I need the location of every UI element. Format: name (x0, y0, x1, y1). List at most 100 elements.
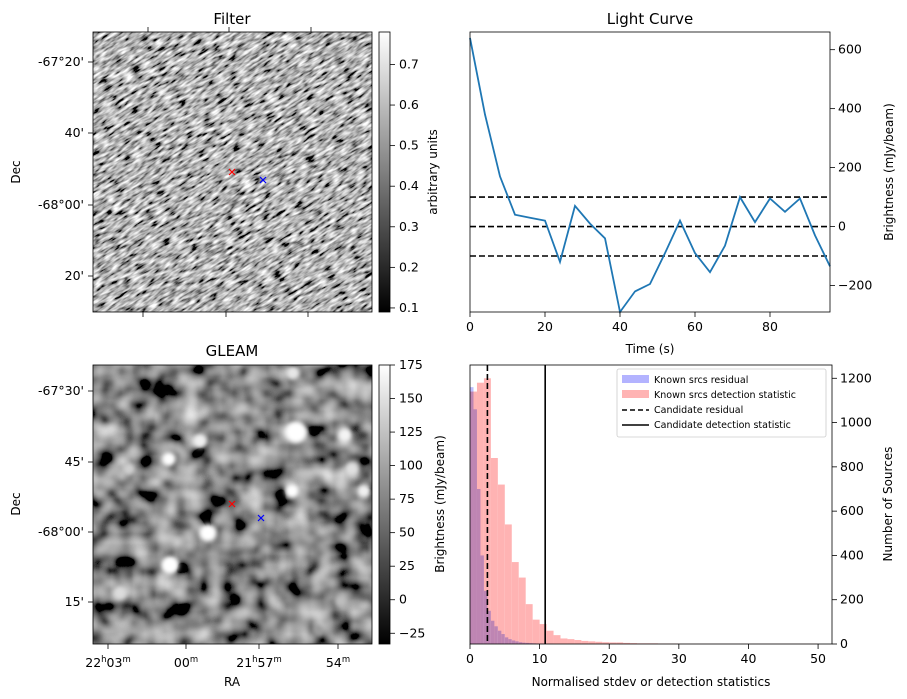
histogram-detection-bar (630, 643, 638, 644)
histogram-residual-bar (504, 637, 509, 644)
histogram-detection-bar (511, 562, 519, 644)
light-curve-x-tick-label: 20 (537, 319, 553, 334)
histogram-residual-bar (529, 643, 533, 644)
filter-colorbar-tick-label: 0.4 (399, 178, 419, 193)
filter-marker-blue (259, 176, 267, 184)
histogram-x-ticks: 0 10 20 30 40 50 (466, 644, 826, 666)
filter-ylabel: Dec (9, 160, 23, 183)
light-curve-title: Light Curve (607, 10, 693, 28)
histogram-residual-bar (515, 641, 519, 644)
histogram-residual-bar (497, 630, 502, 644)
filter-panel: Filter -67°20'40'-68°00'20' Dec 0.10.20.… (9, 10, 440, 317)
gleam-y-ticks: -67°30' 45' -68°00' 15' (38, 383, 93, 609)
histogram-detection-bar (490, 458, 498, 644)
gleam-colorbar-tick-label: 125 (399, 424, 423, 439)
histogram-residual-bar (525, 642, 530, 644)
light-curve-y-tick-label: 0 (838, 219, 846, 234)
gleam-x-tick-label: 00m (174, 655, 198, 670)
legend-swatch-residual (622, 375, 649, 383)
histogram-x-tick-label: 40 (741, 651, 757, 666)
gleam-ylabel: Dec (9, 492, 23, 515)
light-curve-y-tick-label: 200 (838, 160, 862, 175)
histogram-x-tick-label: 0 (466, 651, 474, 666)
light-curve-x-tick-label: 60 (687, 319, 703, 334)
light-curve-y-ticks: −200 0 200 400 600 (830, 42, 872, 292)
histogram-detection-bar (609, 642, 617, 644)
gleam-x-ticks: 22h03m 00m 21h57m 54m (85, 644, 350, 670)
histogram-y-tick-label: 200 (840, 592, 864, 607)
filter-y-tick-label: -68°00' (38, 197, 84, 212)
histogram-detection-bar (518, 577, 526, 644)
light-curve-x-tick-label: 80 (762, 319, 778, 334)
filter-y-ticks: -67°20' 40' -68°00' 20' (38, 54, 93, 283)
gleam-x-tick-label: 54m (326, 655, 350, 670)
filter-colorbar-ticks: 0.1 0.2 0.3 0.4 0.5 0.6 0.7 (390, 56, 419, 315)
light-curve-panel: Light Curve 0 20 40 60 80 −200 0 200 400 600 Tim… (466, 10, 896, 356)
light-curve-series (469, 37, 831, 315)
histogram-detection-bar (546, 630, 554, 644)
histogram-residual-bar (473, 409, 477, 644)
gleam-x-tick-label: 21h57m (236, 655, 281, 670)
histogram-x-tick-label: 10 (532, 651, 548, 666)
legend-label-candidate-detection: Candidate detection statistic (654, 420, 791, 431)
histogram-y-ticks: 0 200 400 600 800 1000 1200 (832, 370, 872, 651)
histogram-detection-bar (539, 624, 547, 644)
histogram-xlabel: Normalised stdev or detection statistics (532, 675, 771, 689)
histogram-detection-bar (623, 642, 631, 644)
histogram-detection-bar (553, 635, 561, 644)
gleam-colorbar (378, 364, 391, 645)
histogram-y-tick-label: 400 (840, 547, 864, 562)
gleam-colorbar-tick-label: 175 (399, 357, 423, 372)
gleam-y-tick-label: 45' (65, 454, 84, 469)
histogram-detection-bar (574, 640, 582, 644)
histogram-detection-bar (616, 642, 624, 644)
gleam-colorbar-tick-label: 75 (399, 491, 415, 506)
light-curve-y-tick-label: 400 (838, 101, 862, 116)
filter-title: Filter (213, 10, 251, 28)
histogram-detection-bar (588, 641, 596, 644)
histogram-panel: 0 10 20 30 40 50 0 200 400 600 800 1000 1200 Normal… (466, 364, 895, 689)
histogram-residual-bar (508, 639, 512, 644)
filter-colorbar-tick-label: 0.3 (399, 219, 419, 234)
histogram-residual-bar (476, 489, 481, 644)
histogram-residual-bar (487, 610, 491, 644)
gleam-y-tick-label: -67°30' (38, 383, 84, 398)
histogram-x-tick-label: 50 (810, 651, 826, 666)
histogram-x-tick-label: 20 (601, 651, 617, 666)
legend-swatch-detection (622, 390, 649, 398)
filter-colorbar-label: arbitrary units (426, 129, 440, 215)
gleam-marker-red (228, 500, 236, 508)
histogram-y-tick-label: 1200 (840, 370, 872, 385)
light-curve-x-tick-label: 40 (612, 319, 628, 334)
filter-y-tick-label: -67°20' (38, 54, 84, 69)
histogram-detection-bar (532, 619, 540, 644)
histogram-ylabel: Number of Sources (881, 447, 895, 562)
filter-y-tick-label: 20' (65, 268, 84, 283)
light-curve-y-tick-label: −200 (838, 277, 872, 292)
histogram-legend: Known srcs residual Known srcs detection… (616, 368, 827, 438)
filter-colorbar (378, 31, 391, 313)
histogram-y-tick-label: 0 (840, 636, 848, 651)
gleam-colorbar-tick-label: 25 (399, 558, 415, 573)
legend-label-detection: Known srcs detection statistic (654, 390, 796, 401)
light-curve-thresholds (470, 196, 830, 257)
histogram-detection-bar (602, 642, 610, 644)
histogram-detection-bar (504, 524, 512, 644)
gleam-marker-blue (257, 514, 265, 522)
histogram-detection-bar (581, 640, 589, 644)
gleam-colorbar-tick-label: 100 (399, 458, 423, 473)
histogram-residual-bar (483, 590, 488, 644)
gleam-xlabel: RA (224, 675, 241, 689)
filter-y-tick-label: 40' (65, 125, 84, 140)
filter-colorbar-tick-label: 0.6 (399, 97, 419, 112)
histogram-detection-bar (497, 484, 505, 644)
filter-colorbar-tick-label: 0.2 (399, 259, 419, 274)
light-curve-ylabel: Brightness (mJy/beam) (882, 103, 896, 241)
filter-marker-red (228, 168, 236, 176)
gleam-x-tick-label: 22h03m (85, 655, 130, 670)
gleam-title: GLEAM (206, 342, 259, 360)
filter-colorbar-tick-label: 0.7 (399, 56, 419, 71)
histogram-detection-bar (567, 639, 575, 644)
gleam-y-tick-label: -68°00' (38, 524, 84, 539)
